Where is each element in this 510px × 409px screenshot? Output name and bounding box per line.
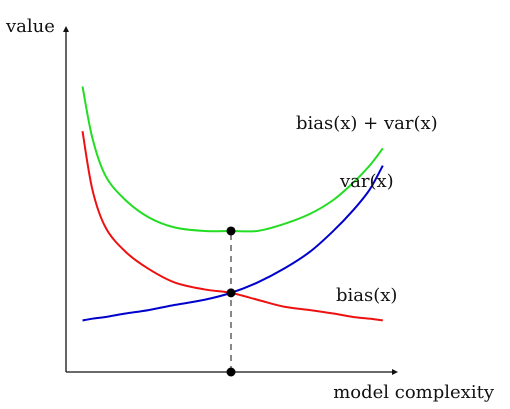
optimum-points [226,226,236,377]
series-label-bias: bias(x) [336,285,397,306]
series-line-bias-plus-variance [81,86,384,233]
series-label-bias-plus-variance: bias(x) + var(x) [296,113,438,134]
series-label-variance: var(x) [339,171,394,192]
optimum-point-axis [226,367,236,377]
x-axis-label: model complexity [333,382,495,403]
optimum-point-crossing [226,288,236,298]
axes [63,26,398,375]
y-axis-label: value [5,16,55,37]
optimum-point-total [226,226,236,236]
